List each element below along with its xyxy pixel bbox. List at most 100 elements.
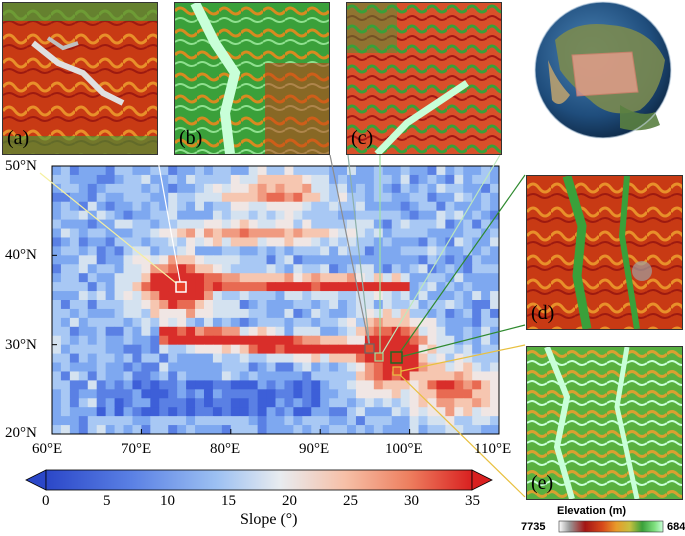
slope-cell: [311, 362, 321, 372]
slope-cell: [177, 192, 187, 203]
slope-cell: [141, 291, 151, 301]
slope-cell: [203, 201, 214, 212]
slope-cell: [195, 425, 205, 435]
slope-tick-5: 5: [103, 493, 111, 509]
slope-cell: [159, 237, 169, 247]
slope-cell: [239, 201, 250, 212]
slope-cell: [221, 246, 232, 256]
slope-cell: [355, 291, 366, 301]
slope-cell: [114, 380, 125, 390]
slope-cell: [78, 228, 89, 238]
lat-label-30: 30°N: [5, 337, 37, 353]
slope-cell: [248, 380, 259, 390]
slope-cell: [114, 264, 125, 274]
slope-cell: [186, 282, 196, 292]
location-markers: [175, 281, 403, 376]
slope-cell: [203, 219, 214, 230]
slope-cell: [96, 192, 107, 203]
slope-cell: [302, 425, 312, 435]
slope-cell: [320, 344, 330, 355]
slope-cell: [445, 273, 455, 283]
slope-cell: [391, 398, 402, 408]
slope-cell: [302, 389, 312, 399]
slope-cell: [177, 389, 187, 399]
slope-cell: [105, 308, 116, 319]
slope-cell: [248, 210, 259, 221]
slope-cell: [186, 344, 196, 355]
slope-cell: [141, 255, 151, 265]
slope-cell: [347, 246, 357, 256]
slope-cell: [186, 166, 196, 176]
slope-cell: [87, 371, 98, 381]
slope-cell: [302, 317, 312, 328]
slope-cell: [275, 192, 285, 203]
slope-cell: [159, 166, 169, 176]
slope-cell: [78, 210, 89, 221]
slope-cell: [311, 416, 321, 426]
slope-cell: [320, 326, 330, 337]
slope-cell: [78, 219, 89, 230]
slope-cell: [454, 389, 464, 399]
slope-cell: [87, 166, 98, 176]
slope-cell: [141, 335, 151, 346]
slope-cell: [87, 407, 98, 417]
slope-cell: [132, 380, 142, 390]
slope-cell: [284, 398, 294, 408]
slope-cell: [472, 425, 482, 435]
slope-cell: [275, 237, 285, 247]
slope-cell: [284, 201, 294, 212]
slope-cell: [203, 174, 214, 185]
slope-cell: [141, 219, 151, 230]
slope-cell: [114, 192, 125, 203]
slope-cell: [481, 192, 491, 203]
slope-cell: [203, 300, 214, 310]
slope-cell: [427, 282, 437, 292]
slope-cell: [463, 282, 473, 292]
slope-cell: [364, 228, 375, 238]
slope-cell: [248, 166, 259, 176]
slope-cell: [490, 183, 500, 194]
slope-cell: [177, 380, 187, 390]
slope-cell: [132, 308, 142, 319]
slope-cell: [212, 335, 223, 346]
slope-cell: [96, 317, 107, 328]
slope-cell: [52, 317, 62, 328]
slope-cell: [481, 362, 491, 372]
slope-cell: [123, 300, 133, 310]
inset-e: (e): [526, 346, 683, 500]
slope-cell: [221, 416, 232, 426]
slope-cell: [257, 264, 268, 274]
slope-cell: [123, 371, 133, 381]
slope-cell: [168, 201, 178, 212]
slope-cell: [105, 371, 116, 381]
slope-cell: [302, 335, 312, 346]
slope-cell: [141, 210, 151, 221]
slope-cell: [132, 291, 142, 301]
slope-cell: [355, 425, 366, 435]
slope-cell: [177, 362, 187, 372]
slope-cell: [391, 210, 402, 221]
slope-cell: [123, 362, 133, 372]
slope-cell: [338, 201, 348, 212]
slope-cell: [60, 300, 71, 310]
slope-cell: [355, 353, 366, 364]
slope-cell: [302, 362, 312, 372]
slope-cell: [132, 228, 142, 238]
slope-cell: [311, 282, 321, 292]
slope-cell: [391, 326, 402, 337]
slope-cell: [355, 246, 366, 256]
slope-cell: [239, 183, 250, 194]
slope-cell: [481, 380, 491, 390]
slope-cell: [472, 380, 482, 390]
slope-cell: [445, 407, 455, 417]
slope-cell: [141, 308, 151, 319]
slope-cell: [320, 183, 330, 194]
slope-cell: [427, 371, 437, 381]
slope-cell: [373, 317, 384, 328]
slope-cell: [248, 246, 259, 256]
slope-cell: [436, 308, 446, 319]
slope-cell: [230, 174, 241, 185]
slope-cell: [52, 389, 62, 399]
slope-cell: [373, 246, 384, 256]
slope-cell: [177, 398, 187, 408]
